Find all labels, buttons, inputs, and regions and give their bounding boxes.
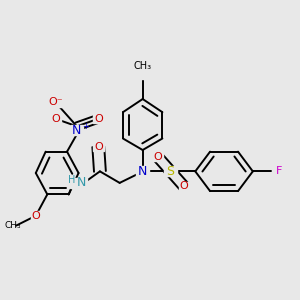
Text: N: N [72,124,82,137]
Text: O⁻: O⁻ [48,97,63,107]
Bar [274,167,284,176]
Bar [164,167,177,176]
Bar [93,142,104,151]
Text: O: O [179,181,188,191]
Text: S: S [167,165,175,178]
Bar [152,152,163,161]
Bar [93,114,104,123]
Text: O: O [32,211,40,221]
Bar [178,182,189,191]
Text: CH₃: CH₃ [4,221,21,230]
Bar [31,211,41,220]
Text: O: O [51,114,60,124]
Text: N: N [77,176,86,189]
Bar [70,178,87,188]
Text: O: O [153,152,162,162]
Bar [136,167,149,176]
Text: O: O [94,114,103,124]
Text: N: N [138,165,147,178]
Bar [48,98,63,107]
Bar [71,125,83,135]
Bar [136,69,149,79]
Text: H: H [68,175,76,184]
Text: +: + [82,122,88,131]
Text: CH₃: CH₃ [134,61,152,71]
Text: F: F [276,167,282,176]
Bar [50,114,61,123]
Text: O: O [94,142,103,152]
